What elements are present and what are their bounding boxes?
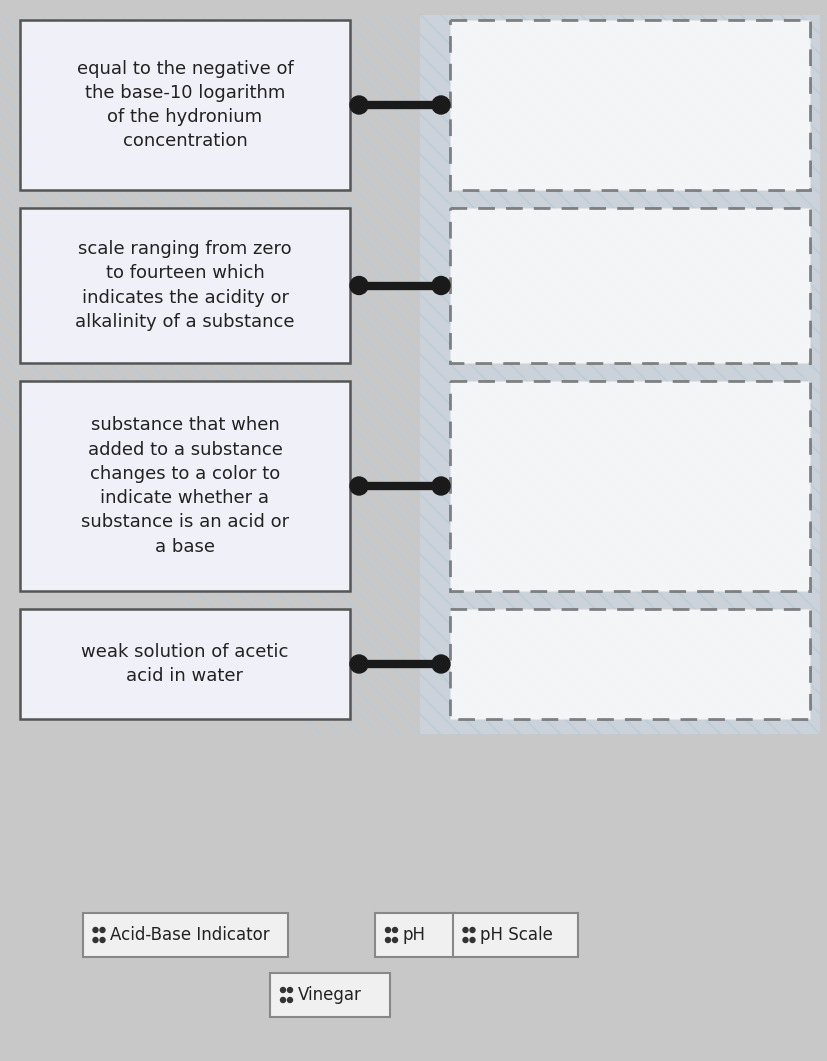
Circle shape (432, 95, 450, 114)
Circle shape (350, 655, 368, 673)
FancyBboxPatch shape (20, 609, 350, 719)
Circle shape (280, 997, 285, 1003)
FancyBboxPatch shape (450, 20, 810, 190)
Bar (420, 15, 820, 734)
FancyBboxPatch shape (20, 208, 350, 363)
Text: Vinegar: Vinegar (298, 986, 362, 1004)
Circle shape (385, 938, 390, 942)
Circle shape (100, 927, 105, 933)
Circle shape (393, 927, 398, 933)
Bar (270, 973, 390, 1017)
Circle shape (100, 938, 105, 942)
Circle shape (463, 938, 468, 942)
Bar (83, 914, 288, 957)
Circle shape (350, 477, 368, 495)
FancyBboxPatch shape (450, 208, 810, 363)
Circle shape (470, 938, 475, 942)
Bar (375, 914, 455, 957)
Circle shape (385, 927, 390, 933)
Text: weak solution of acetic
acid in water: weak solution of acetic acid in water (81, 643, 289, 685)
FancyBboxPatch shape (20, 381, 350, 591)
Text: pH Scale: pH Scale (480, 926, 553, 944)
Circle shape (350, 277, 368, 295)
Circle shape (432, 277, 450, 295)
Circle shape (463, 927, 468, 933)
Text: equal to the negative of
the base-10 logarithm
of the hydronium
concentration: equal to the negative of the base-10 log… (77, 59, 294, 151)
Circle shape (288, 997, 293, 1003)
Circle shape (470, 927, 475, 933)
Circle shape (350, 95, 368, 114)
Bar (452, 914, 577, 957)
Circle shape (93, 927, 98, 933)
Circle shape (280, 988, 285, 992)
FancyBboxPatch shape (450, 609, 810, 719)
Circle shape (93, 938, 98, 942)
Text: Acid-Base Indicator: Acid-Base Indicator (111, 926, 270, 944)
Circle shape (393, 938, 398, 942)
Circle shape (432, 655, 450, 673)
Text: pH: pH (403, 926, 426, 944)
FancyBboxPatch shape (20, 20, 350, 190)
FancyBboxPatch shape (450, 381, 810, 591)
Circle shape (288, 988, 293, 992)
Text: substance that when
added to a substance
changes to a color to
indicate whether : substance that when added to a substance… (81, 416, 289, 556)
Circle shape (432, 477, 450, 495)
Text: scale ranging from zero
to fourteen which
indicates the acidity or
alkalinity of: scale ranging from zero to fourteen whic… (75, 240, 294, 331)
